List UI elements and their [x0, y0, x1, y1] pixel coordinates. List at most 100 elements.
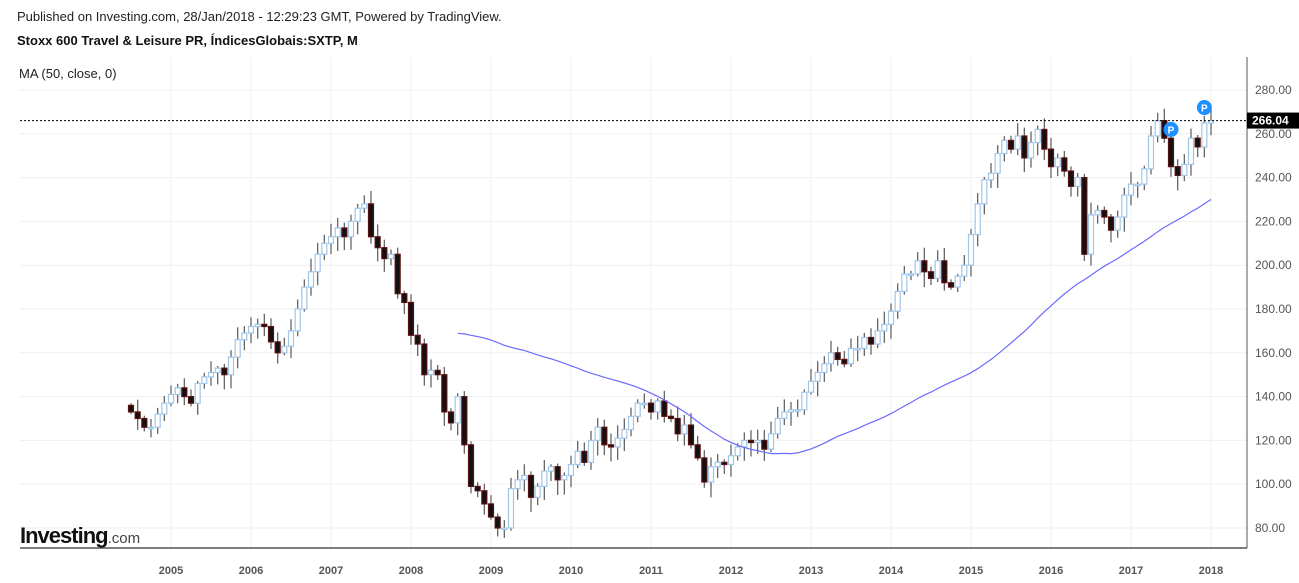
candle-body: [1081, 177, 1088, 255]
candle-body: [747, 439, 755, 444]
marker-label: P: [1201, 104, 1208, 115]
p-marker-icon[interactable]: P: [1196, 100, 1212, 116]
candle-up: [914, 252, 921, 277]
candle-up: [1074, 172, 1081, 197]
p-marker-icon[interactable]: P: [1163, 121, 1179, 137]
candle-body: [334, 227, 341, 238]
candle-body: [867, 336, 875, 345]
x-tick-label: 2014: [879, 565, 904, 577]
candle-body: [667, 415, 675, 420]
ma-legend[interactable]: MA (50, close, 0): [19, 66, 117, 81]
candle-body: [1014, 135, 1021, 150]
candle-down: [401, 290, 408, 315]
candle-down: [407, 294, 415, 345]
candle-body: [487, 503, 495, 518]
candle-up: [227, 350, 235, 389]
candle-up: [734, 443, 741, 461]
candle-body: [707, 466, 715, 483]
candle-up: [1187, 128, 1195, 176]
candle-up: [547, 464, 555, 482]
candle-body: [827, 352, 835, 365]
candle-body: [261, 323, 268, 328]
candle-body: [1101, 209, 1108, 218]
candle-down: [694, 435, 701, 461]
candle-body: [147, 426, 155, 430]
candle-up: [901, 265, 908, 295]
candle-down: [474, 482, 481, 498]
x-tick-label: 2006: [239, 565, 263, 577]
candle-body: [427, 369, 435, 376]
candle-down: [374, 224, 381, 262]
candle-body: [1154, 120, 1161, 137]
candle-up: [301, 279, 308, 312]
candle-body: [181, 387, 188, 398]
candle-body: [1141, 168, 1148, 185]
candle-up: [314, 242, 321, 286]
investing-logo[interactable]: Investing.com: [20, 523, 140, 549]
candle-body: [381, 247, 388, 260]
x-tick-label: 2011: [639, 565, 663, 577]
candle-body: [301, 286, 308, 310]
chart-title: Stoxx 600 Travel & Leisure PR, ÍndicesGl…: [17, 33, 358, 48]
candle-down: [187, 389, 195, 407]
candle-body: [654, 400, 661, 413]
candle-body: [367, 203, 375, 238]
candle-up: [281, 337, 288, 356]
last-price-box: [1247, 112, 1299, 129]
candle-up: [767, 421, 775, 453]
candle-down: [647, 398, 655, 420]
candle-up: [201, 372, 208, 389]
candle-body: [801, 391, 808, 411]
candle-body: [887, 310, 895, 325]
candle-up: [934, 250, 941, 283]
candle-down: [274, 332, 281, 364]
candle-body: [1074, 177, 1081, 187]
candle-body: [901, 273, 908, 293]
candle-body: [914, 260, 921, 275]
candle-body: [561, 474, 568, 481]
x-tick-label: 2016: [1039, 565, 1063, 577]
candle-body: [401, 293, 408, 304]
x-tick-label: 2015: [959, 565, 983, 577]
candle-down: [1194, 134, 1201, 158]
candle-body: [927, 271, 935, 279]
candle-down: [921, 247, 928, 288]
candle-body: [1094, 209, 1101, 216]
candle-up: [1141, 165, 1148, 191]
candle-up: [1181, 154, 1188, 182]
candle-body: [774, 417, 781, 435]
y-tick-label: 140.00: [1255, 390, 1292, 404]
candle-up: [994, 145, 1001, 188]
candle-body: [214, 367, 221, 374]
candle-up: [174, 383, 181, 404]
candle-body: [1147, 135, 1155, 170]
candle-down: [367, 190, 375, 244]
x-tick-label: 2018: [1199, 565, 1223, 577]
candle-body: [767, 433, 775, 450]
candle-down: [581, 442, 588, 466]
candle-body: [967, 233, 975, 266]
candle-body: [621, 428, 628, 439]
candle-up: [521, 464, 528, 492]
candle-down: [221, 363, 228, 390]
candle-up: [354, 203, 361, 235]
candle-down: [927, 266, 935, 286]
candle-body: [287, 330, 295, 347]
candle-up: [614, 425, 621, 460]
candle-up: [194, 380, 201, 415]
candle-down: [701, 450, 708, 488]
candle-body: [727, 455, 735, 466]
y-tick-label: 280.00: [1255, 83, 1292, 97]
candle-body: [1181, 163, 1188, 177]
candle-down: [841, 350, 848, 368]
candle-up: [154, 407, 161, 434]
candle-body: [167, 393, 175, 404]
candle-body: [947, 282, 955, 288]
candle-down: [447, 408, 455, 431]
candle-down: [747, 430, 755, 457]
candle-body: [1054, 157, 1061, 168]
candle-down: [661, 390, 668, 423]
candle-body: [414, 334, 421, 345]
x-tick-label: 2017: [1119, 565, 1143, 577]
